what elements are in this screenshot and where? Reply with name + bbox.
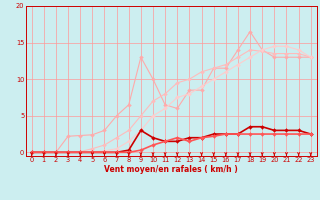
X-axis label: Vent moyen/en rafales ( km/h ): Vent moyen/en rafales ( km/h ) bbox=[104, 165, 238, 174]
